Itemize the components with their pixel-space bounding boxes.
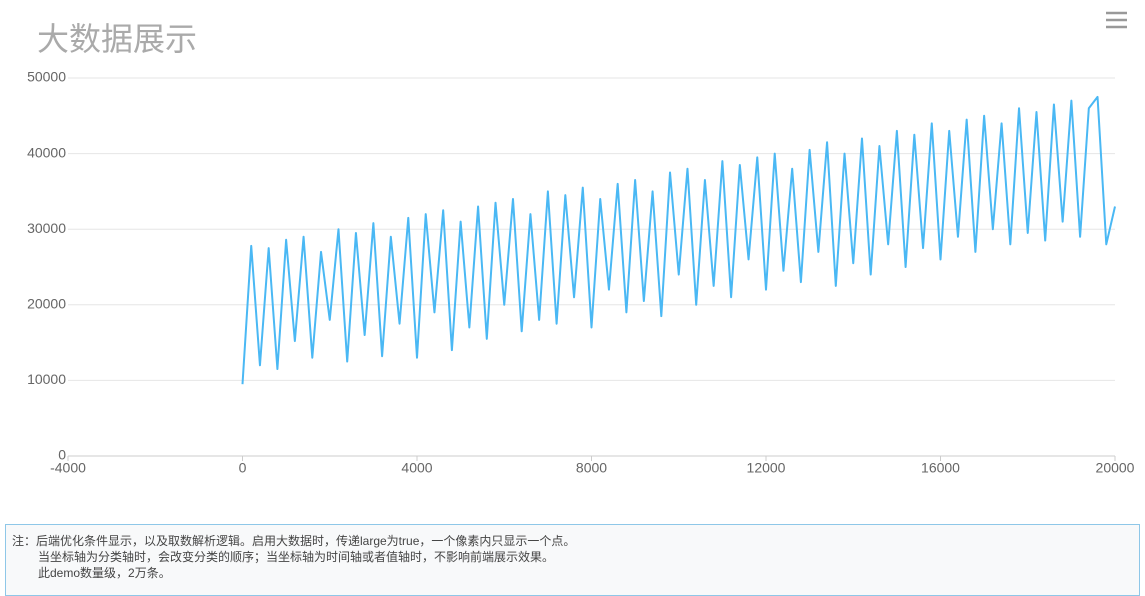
x-tick-label: 20000 <box>1096 460 1135 476</box>
note-line: 此demo数量级，2万条。 <box>38 566 171 580</box>
y-tick-label: 20000 <box>27 296 66 312</box>
y-tick-label: 10000 <box>27 371 66 387</box>
note-box: 注：后端优化条件显示，以及取数解析逻辑。启用大数据时，传递large为true，… <box>5 524 1140 596</box>
y-tick-label: 30000 <box>27 220 66 236</box>
note-line: 注：后端优化条件显示，以及取数解析逻辑。启用大数据时，传递large为true，… <box>12 534 576 548</box>
x-tick-label: 16000 <box>921 460 960 476</box>
chart-title: 大数据展示 <box>37 21 197 57</box>
x-tick-label: 8000 <box>576 460 607 476</box>
data-line <box>241 95 1116 385</box>
y-tick-label: 40000 <box>27 144 66 160</box>
x-tick-label: -4000 <box>50 460 86 476</box>
menu-button[interactable] <box>1106 11 1127 29</box>
x-tick-label: 4000 <box>401 460 432 476</box>
x-tick-label: 0 <box>239 460 247 476</box>
y-tick-label: 0 <box>58 447 66 463</box>
note-line: 当坐标轴为分类轴时，会改变分类的顺序；当坐标轴为时间轴或者值轴时，不影响前端展示… <box>38 550 555 564</box>
y-tick-label: 50000 <box>27 69 66 85</box>
x-tick-label: 12000 <box>747 460 786 476</box>
